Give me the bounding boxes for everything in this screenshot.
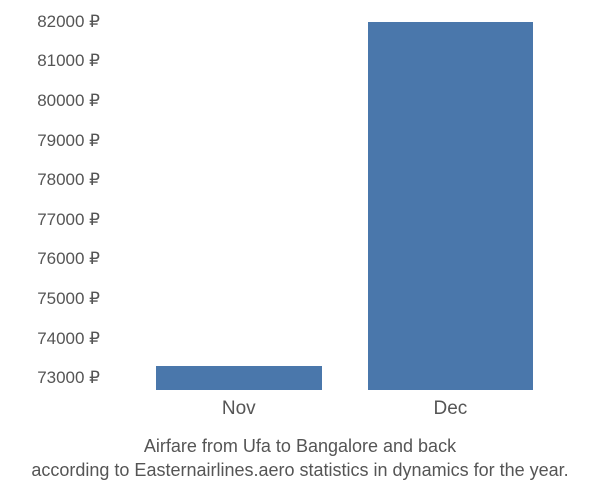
y-tick-label: 79000 ₽ [10,131,100,151]
y-tick-label: 78000 ₽ [10,170,100,190]
airfare-bar-chart: 73000 ₽ 74000 ₽ 75000 ₽ 76000 ₽ 77000 ₽ 78000… [0,0,600,500]
x-tick-label: Nov [222,398,256,420]
y-tick-label: 80000 ₽ [10,91,100,111]
x-tick-label: Dec [433,398,467,420]
y-tick-label: 76000 ₽ [10,249,100,269]
y-tick-label: 81000 ₽ [10,51,100,71]
caption-line-2: according to Easternairlines.aero statis… [0,458,600,482]
y-tick-label: 77000 ₽ [10,210,100,230]
y-tick-label: 82000 ₽ [10,12,100,32]
bar-nov [156,366,322,390]
y-tick-label: 74000 ₽ [10,329,100,349]
y-tick-label: 75000 ₽ [10,289,100,309]
bar-dec [368,22,534,390]
caption-line-1: Airfare from Ufa to Bangalore and back [0,434,600,458]
y-tick-label: 73000 ₽ [10,368,100,388]
plot-area [110,10,570,390]
